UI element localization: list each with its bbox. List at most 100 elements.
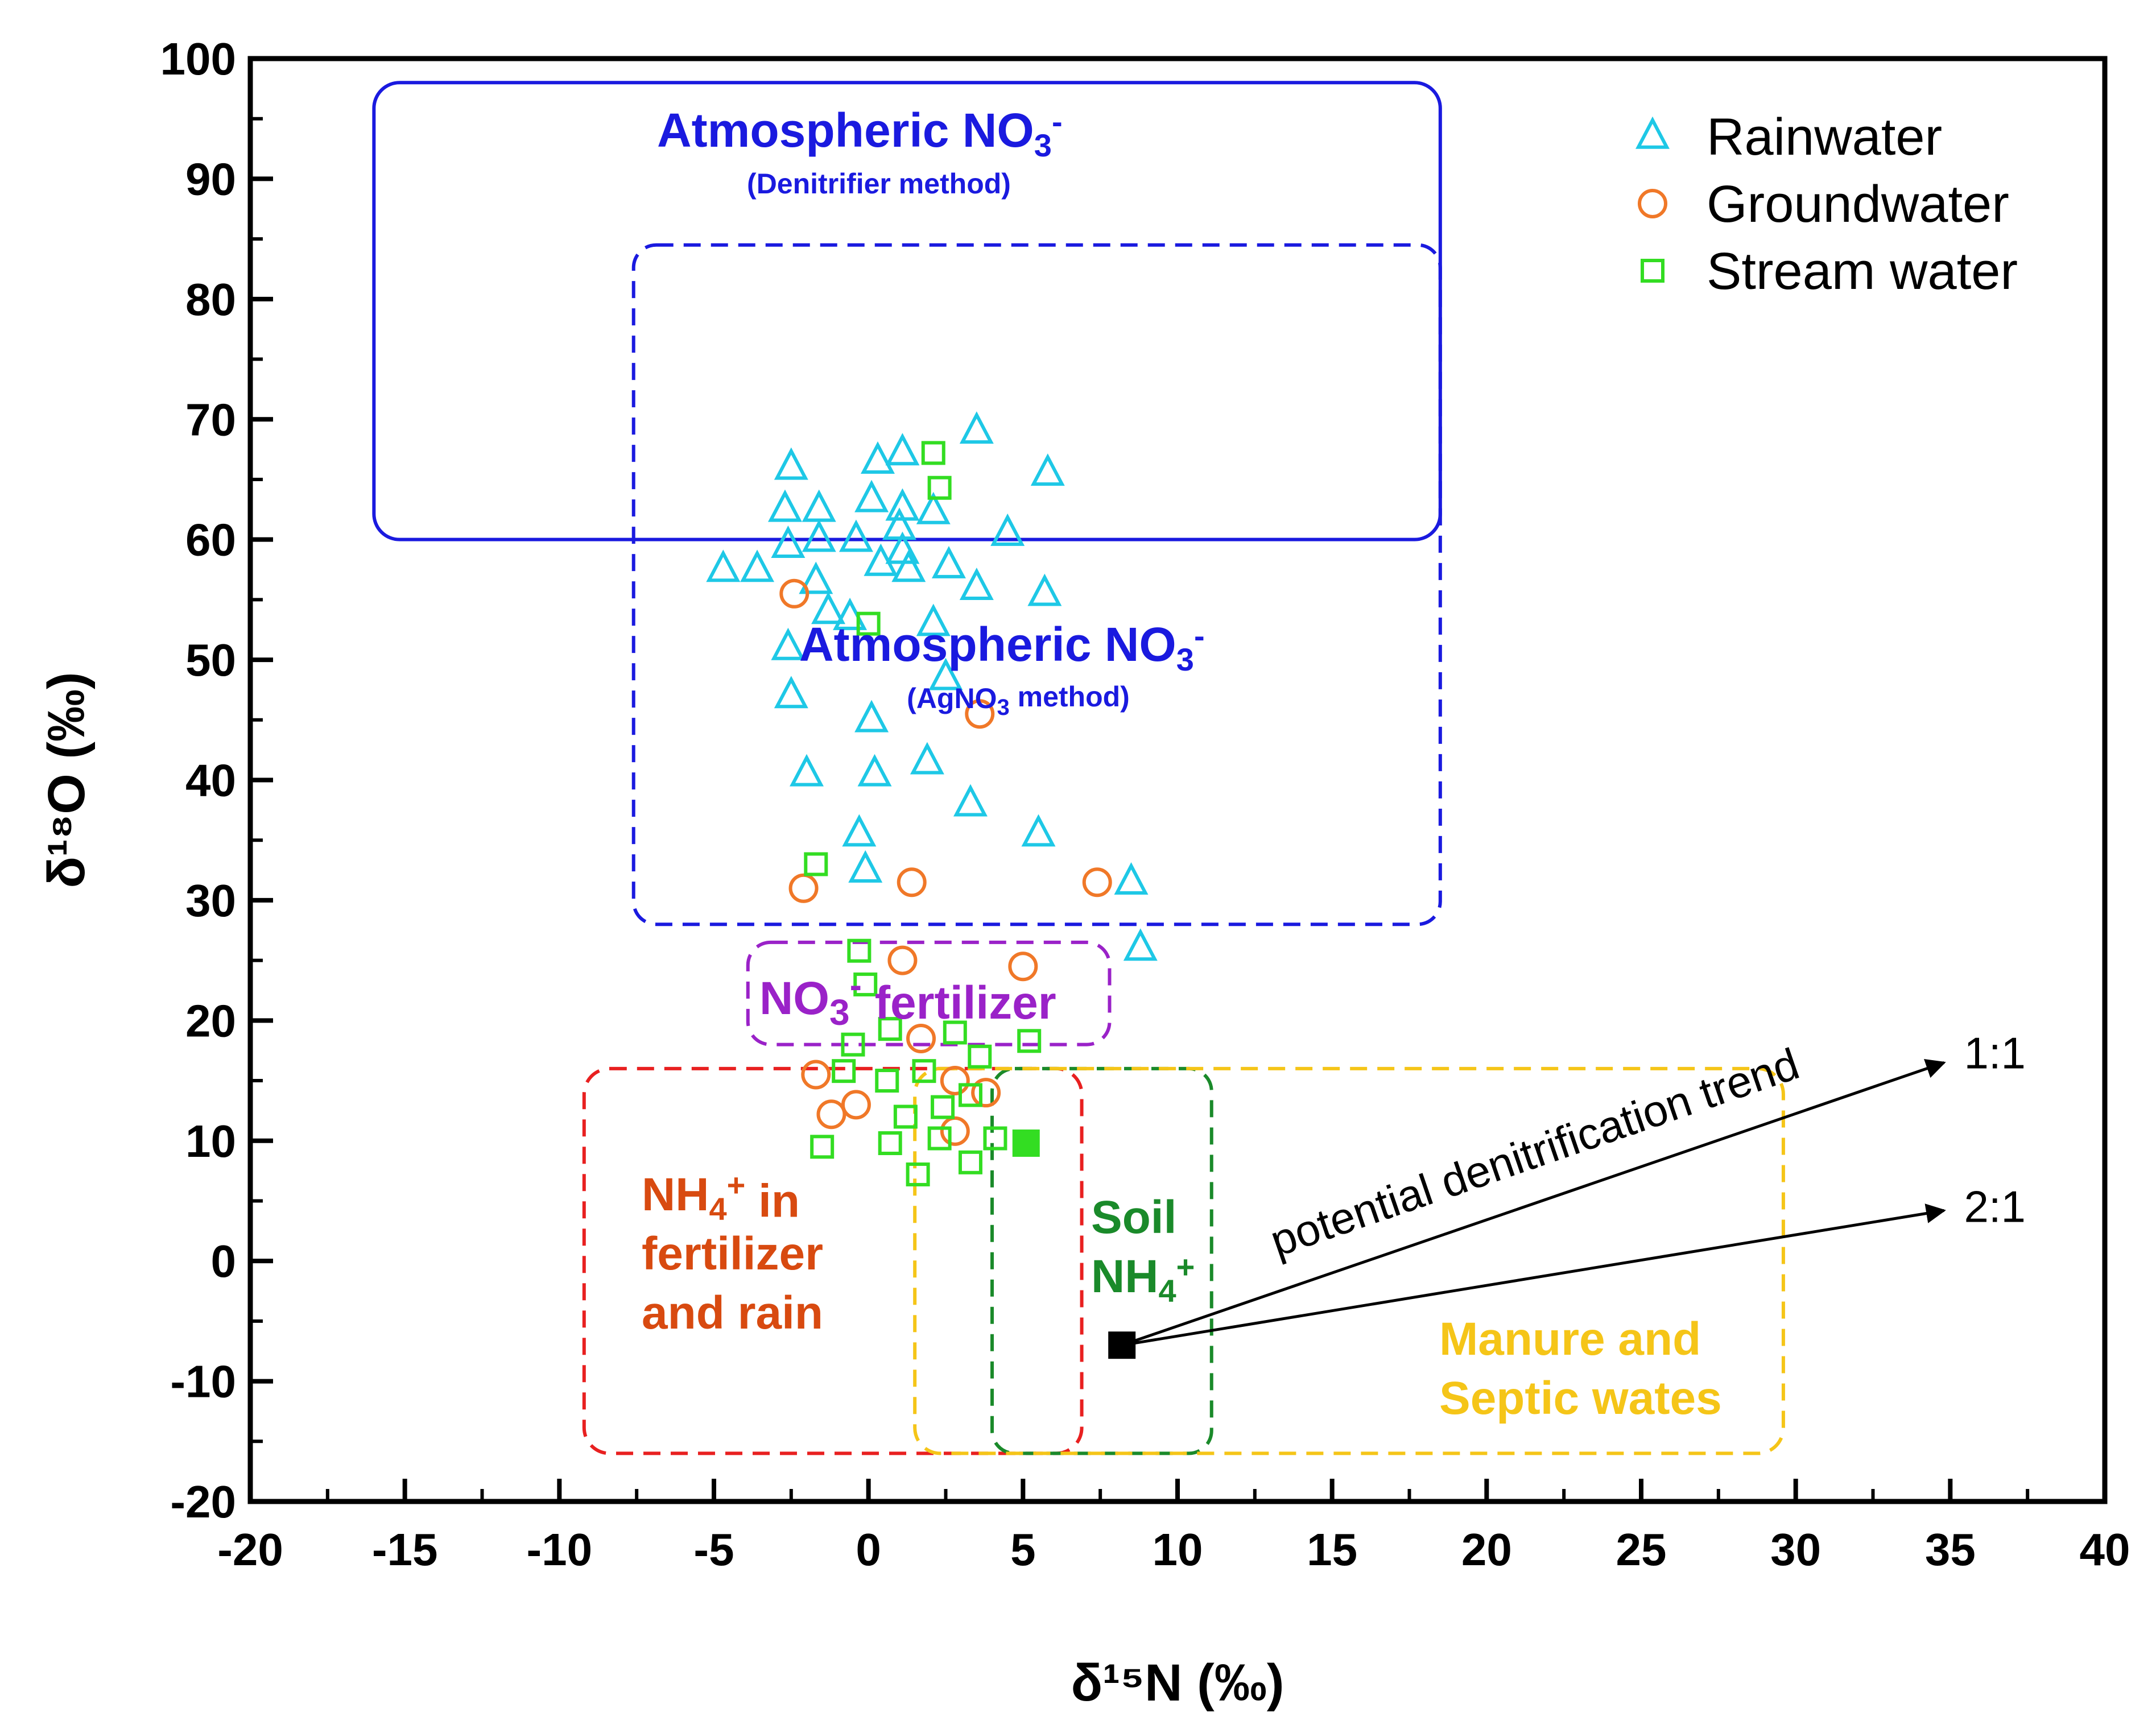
region-label-manure-line-1: Manure and — [1439, 1313, 1701, 1365]
region-atm-agno3 — [631, 243, 1442, 926]
rainwater-point — [706, 549, 741, 582]
groundwater-point — [801, 1060, 831, 1090]
region-sublabel-atm-denitrifier: (Denitrifier method) — [747, 168, 1011, 200]
rainwater-point — [790, 754, 824, 787]
legend-marker-circle — [1638, 189, 1667, 218]
region-label-no3-fertilizer: NO3- fertilizer — [759, 965, 1056, 1033]
rainwater-point — [857, 754, 892, 787]
x-tick-label: 0 — [856, 1524, 881, 1575]
region-layer — [372, 81, 1785, 1455]
stream-water-point — [921, 441, 945, 465]
groundwater-point — [1008, 952, 1038, 982]
stream-water-point — [893, 1105, 918, 1129]
groundwater-point — [788, 873, 819, 903]
legend-marker-square — [1641, 259, 1665, 283]
rainwater-point — [860, 441, 895, 474]
x-tick-label: -10 — [527, 1524, 593, 1575]
groundwater-point — [897, 867, 927, 897]
region-label-nh4-line-1: NH4+ in — [642, 1167, 800, 1227]
rainwater-point — [740, 549, 775, 582]
legend: Rainwater Groundwater Stream water — [1635, 108, 2018, 300]
y-tick-label: 70 — [185, 394, 236, 445]
legend-label: Groundwater — [1707, 175, 2009, 233]
stream-water-point — [804, 852, 828, 876]
stream-water-point — [875, 1069, 899, 1093]
stream-water-point — [878, 1017, 902, 1041]
stream-water-filled-point — [1012, 1129, 1040, 1157]
y-tick-label: 50 — [185, 635, 236, 685]
rainwater-point — [854, 700, 889, 733]
trend-text: potential denitrification trend — [1264, 1039, 1805, 1266]
rainwater-point — [916, 491, 951, 524]
groundwater-point — [940, 1066, 970, 1096]
stream-water-point — [927, 475, 952, 500]
rainwater-point — [885, 433, 920, 466]
groundwater-point — [965, 699, 995, 729]
y-tick-label: 30 — [185, 875, 236, 926]
stream-water-point — [856, 611, 881, 636]
y-tick-label: -10 — [170, 1356, 236, 1407]
x-tick-label: 5 — [1010, 1524, 1036, 1575]
y-tick-label: 0 — [211, 1236, 237, 1286]
legend-marker-triangle — [1635, 116, 1670, 149]
stream-water-point — [968, 1044, 992, 1069]
groundwater-point — [779, 578, 809, 609]
groundwater-point — [940, 1116, 970, 1146]
trend-arrow-2-1 — [1121, 1203, 1946, 1347]
groundwater-point — [887, 945, 918, 975]
region-label-manure-line-2: Septic wates — [1439, 1372, 1722, 1424]
region-label-nh4-line-3: and rain — [642, 1287, 823, 1339]
groundwater-point — [1082, 867, 1112, 897]
y-tick-label: 100 — [160, 34, 236, 84]
region-manure-septic — [913, 1066, 1785, 1455]
x-tick-label: 10 — [1153, 1524, 1203, 1575]
arrow-1-1-label: 1:1 — [1964, 1028, 2025, 1078]
rainwater-point — [771, 627, 806, 660]
x-tick-label: -5 — [693, 1524, 734, 1575]
y-tick-label: 40 — [185, 755, 236, 806]
region-label-soil-line-2: NH4+ — [1091, 1249, 1195, 1309]
y-tick-label: 10 — [185, 1116, 236, 1166]
rainwater-point — [802, 489, 836, 522]
y-tick-label: 90 — [185, 154, 236, 204]
stream-water-point — [912, 1059, 936, 1083]
stream-water-point — [847, 938, 872, 963]
rainwater-point — [1123, 928, 1158, 961]
rainwater-point — [959, 568, 994, 600]
y-tick-label: -20 — [170, 1476, 236, 1527]
x-tick-label: -15 — [372, 1524, 438, 1575]
rainwater-point — [774, 447, 808, 480]
stream-water-point — [878, 1131, 902, 1155]
region-label-atm-denitrifier: Atmospheric NO3- — [657, 104, 1063, 163]
stream-water-point — [983, 1126, 1007, 1151]
rainwater-point — [771, 526, 806, 558]
arrow-2-1-label: 2:1 — [1964, 1181, 2025, 1231]
y-tick-label: 20 — [185, 995, 236, 1046]
rainwater-point — [799, 561, 833, 594]
y-tick-label: 80 — [185, 274, 236, 325]
stream-water-point — [931, 1095, 955, 1119]
rainwater-point — [839, 519, 873, 552]
stream-water-point — [832, 1059, 856, 1083]
axes-layer: -20 -15 -10 -5 0 5 10 15 20 25 30 35 40 -20 -10 0 10 20 30… — [38, 34, 2130, 1712]
legend-label: Stream water — [1707, 242, 2018, 300]
stream-water-point — [958, 1083, 982, 1107]
groundwater-point — [971, 1078, 1001, 1108]
stream-water-point — [906, 1162, 930, 1186]
data-points-layer — [706, 411, 1158, 1359]
y-tick-label: 60 — [185, 515, 236, 565]
rainwater-point — [1021, 814, 1056, 847]
stream-water-point — [943, 1020, 967, 1045]
stream-water-point — [810, 1135, 835, 1159]
x-axis-title: δ¹⁵N (‰) — [1071, 1654, 1284, 1712]
x-tick-label: 30 — [1770, 1524, 1821, 1575]
x-tick-label: -20 — [217, 1524, 283, 1575]
region-no3-fertilizer — [746, 940, 1112, 1046]
groundwater-point — [906, 1024, 936, 1054]
region-sublabel-atm-agno3: (AgNO3 method) — [907, 681, 1130, 720]
rainwater-point — [1114, 862, 1149, 895]
rainwater-point — [916, 603, 951, 636]
rainwater-point — [928, 657, 963, 690]
